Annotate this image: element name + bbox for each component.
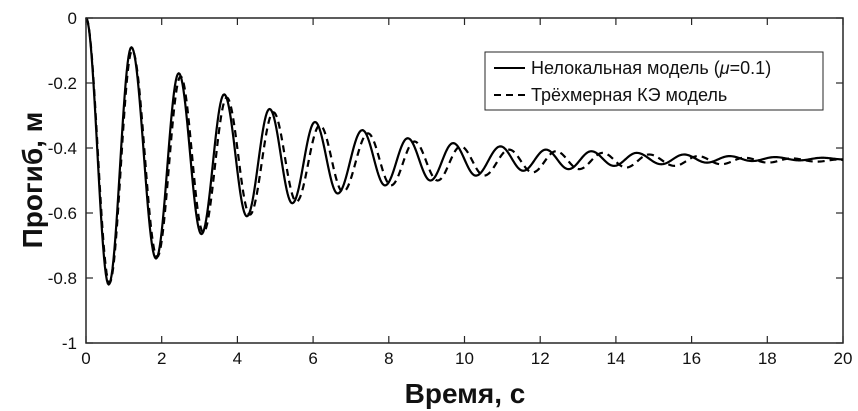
x-tick-label: 14 [606, 349, 625, 368]
x-tick-label: 0 [81, 349, 90, 368]
legend-entry-nonlocal-model-part-3: =0.1) [730, 58, 772, 78]
legend: Нелокальная модель (μ=0.1) Трёхмерная КЭ… [484, 51, 824, 111]
legend-entry-nonlocal-model: Нелокальная модель (μ=0.1) [531, 58, 771, 78]
x-tick-label: 6 [308, 349, 317, 368]
x-tick-label: 8 [384, 349, 393, 368]
y-tick-label: -0.8 [48, 269, 77, 288]
x-tick-label: 10 [455, 349, 474, 368]
series-line-nonlocal-model [85, 17, 844, 286]
x-tick-label: 16 [682, 349, 701, 368]
x-tick-label: 20 [834, 349, 853, 368]
series-layer [85, 17, 844, 286]
y-tick-label: -1 [62, 334, 77, 353]
x-tick-label: 2 [157, 349, 166, 368]
x-tick-label: 12 [531, 349, 550, 368]
x-axis-label: Время, с [405, 378, 526, 409]
y-tick-label: 0 [68, 9, 77, 28]
y-tick-label: -0.6 [48, 204, 77, 223]
legend-entry-nonlocal-model-part-1: Нелокальная модель ( [531, 58, 720, 78]
series-line-3d-fe-model [85, 17, 844, 284]
y-axis-ticks: 0 -0.2 -0.4 -0.6 -0.8 -1 [48, 9, 843, 353]
y-tick-label: -0.2 [48, 74, 77, 93]
x-axis-ticks: 0 2 4 6 8 10 12 14 16 18 20 [81, 18, 852, 368]
y-axis-label: Прогиб, м [17, 112, 48, 249]
legend-box [484, 51, 824, 111]
y-tick-label: -0.4 [48, 139, 77, 158]
x-tick-label: 4 [233, 349, 242, 368]
legend-entry-nonlocal-model-mu: μ [719, 58, 730, 78]
legend-entry-3d-fe-model: Трёхмерная КЭ модель [531, 85, 727, 105]
x-tick-label: 18 [758, 349, 777, 368]
